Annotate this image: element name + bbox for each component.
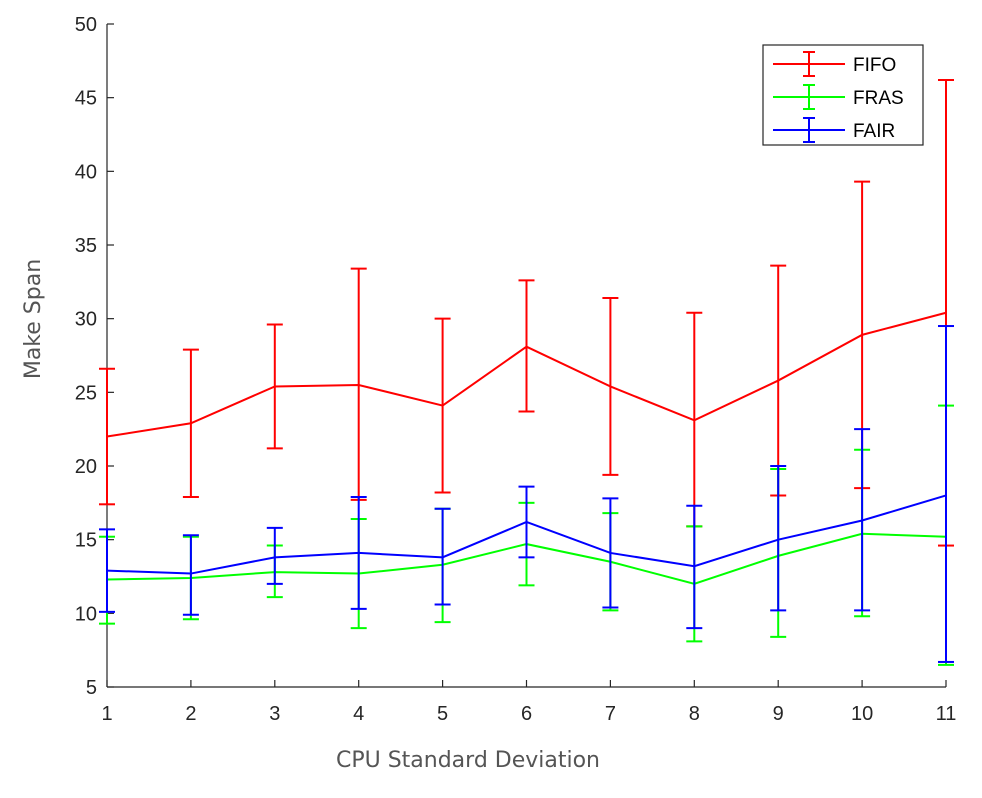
x-tick-label: 3 <box>269 703 280 725</box>
y-axis-title: Make Span <box>21 259 46 379</box>
y-tick-label: 50 <box>75 14 97 36</box>
x-tick-label: 2 <box>185 703 196 725</box>
x-axis-ticks: 1 2 3 4 5 6 7 8 9 10 11 <box>101 680 956 725</box>
legend-label: FRAS <box>853 88 904 109</box>
x-tick-label: 9 <box>773 703 784 725</box>
x-axis-title: CPU Standard Deviation <box>336 748 600 773</box>
y-tick-label: 30 <box>75 309 97 331</box>
legend-item-fras: FRAS <box>773 84 904 110</box>
y-tick-label: 40 <box>75 161 97 183</box>
legend-items: FIFO FRAS FAIR <box>773 51 904 143</box>
x-tick-label: 1 <box>101 703 112 725</box>
x-tick-label: 11 <box>936 703 957 725</box>
y-tick-label: 15 <box>75 530 97 552</box>
y-axis-ticks: 5 10 15 20 25 30 35 40 45 50 <box>75 14 114 699</box>
x-tick-label: 4 <box>353 703 364 725</box>
legend-label: FIFO <box>853 55 896 76</box>
series-fifo <box>99 78 954 547</box>
x-tick-label: 7 <box>605 703 616 725</box>
legend-item-fair: FAIR <box>773 117 895 143</box>
y-tick-label: 10 <box>75 603 97 625</box>
y-tick-label: 45 <box>75 88 97 110</box>
x-tick-label: 6 <box>521 703 532 725</box>
x-tick-label: 10 <box>851 703 873 725</box>
series-layer <box>99 78 954 666</box>
series-fair <box>99 325 954 663</box>
x-tick-label: 8 <box>689 703 700 725</box>
y-tick-label: 20 <box>75 456 97 478</box>
y-tick-label: 5 <box>86 677 97 699</box>
legend-label: FAIR <box>853 121 895 142</box>
y-tick-label: 35 <box>75 235 97 257</box>
y-tick-label: 25 <box>75 382 97 404</box>
legend: FIFO FRAS FAIR <box>762 44 924 146</box>
x-tick-label: 5 <box>437 703 448 725</box>
legend-item-fifo: FIFO <box>773 51 896 77</box>
legend-box <box>762 44 924 146</box>
